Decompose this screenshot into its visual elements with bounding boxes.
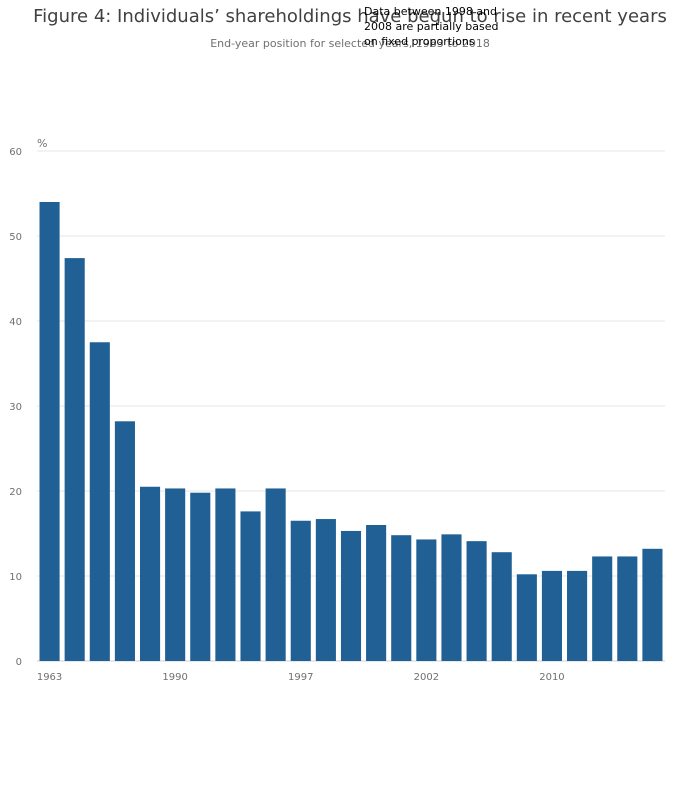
x-tick-label-1997: 1997	[288, 672, 313, 683]
y-axis-unit-label: %	[37, 137, 47, 150]
bars	[39, 202, 663, 661]
y-tick-label-30: 30	[9, 402, 22, 413]
bar-19[interactable]	[516, 574, 537, 661]
bar-4[interactable]	[139, 486, 161, 661]
bar-18[interactable]	[491, 552, 512, 661]
x-tick-label-1963: 1963	[37, 672, 62, 683]
chart-annotation: Data between 1998 and 2008 are partially…	[364, 5, 499, 48]
bar-23[interactable]	[617, 556, 638, 661]
y-tick-label-40: 40	[9, 317, 22, 328]
bar-17[interactable]	[466, 541, 487, 661]
bar-14[interactable]	[391, 535, 412, 661]
x-tick-label-1990: 1990	[162, 672, 187, 683]
bar-2[interactable]	[89, 342, 110, 661]
x-tick-label-2010: 2010	[539, 672, 564, 683]
bar-13[interactable]	[366, 525, 387, 661]
chart-title: Figure 4: Individuals’ shareholdings hav…	[33, 6, 667, 27]
y-tick-label-50: 50	[9, 232, 22, 243]
chart-subtitle: End-year position for selected years, 19…	[210, 37, 490, 50]
y-axis-ticks: 0 10 20 30 40 50 60	[9, 147, 22, 668]
bar-22[interactable]	[592, 556, 613, 661]
y-tick-label-20: 20	[9, 487, 22, 498]
bar-16[interactable]	[441, 534, 462, 661]
bar-21[interactable]	[567, 570, 588, 661]
bar-9[interactable]	[265, 488, 286, 661]
bar-7[interactable]	[215, 488, 236, 661]
bar-10[interactable]	[290, 520, 311, 661]
y-tick-label-60: 60	[9, 147, 22, 158]
y-tick-label-0: 0	[16, 657, 22, 668]
bar-12[interactable]	[340, 530, 362, 661]
bar-0[interactable]	[39, 202, 60, 661]
bar-5[interactable]	[165, 488, 186, 661]
bar-15[interactable]	[416, 539, 437, 661]
y-tick-label-10: 10	[9, 572, 22, 583]
bar-1[interactable]	[64, 258, 85, 661]
bar-20[interactable]	[541, 570, 563, 661]
bar-24[interactable]	[642, 548, 663, 661]
bar-11[interactable]	[315, 519, 336, 661]
bar-6[interactable]	[190, 492, 211, 661]
bar-3[interactable]	[114, 421, 135, 661]
bar-8[interactable]	[240, 511, 261, 661]
x-axis-ticks: 1963 1990 1997 2002 2010	[37, 672, 565, 683]
x-tick-label-2002: 2002	[414, 672, 439, 683]
